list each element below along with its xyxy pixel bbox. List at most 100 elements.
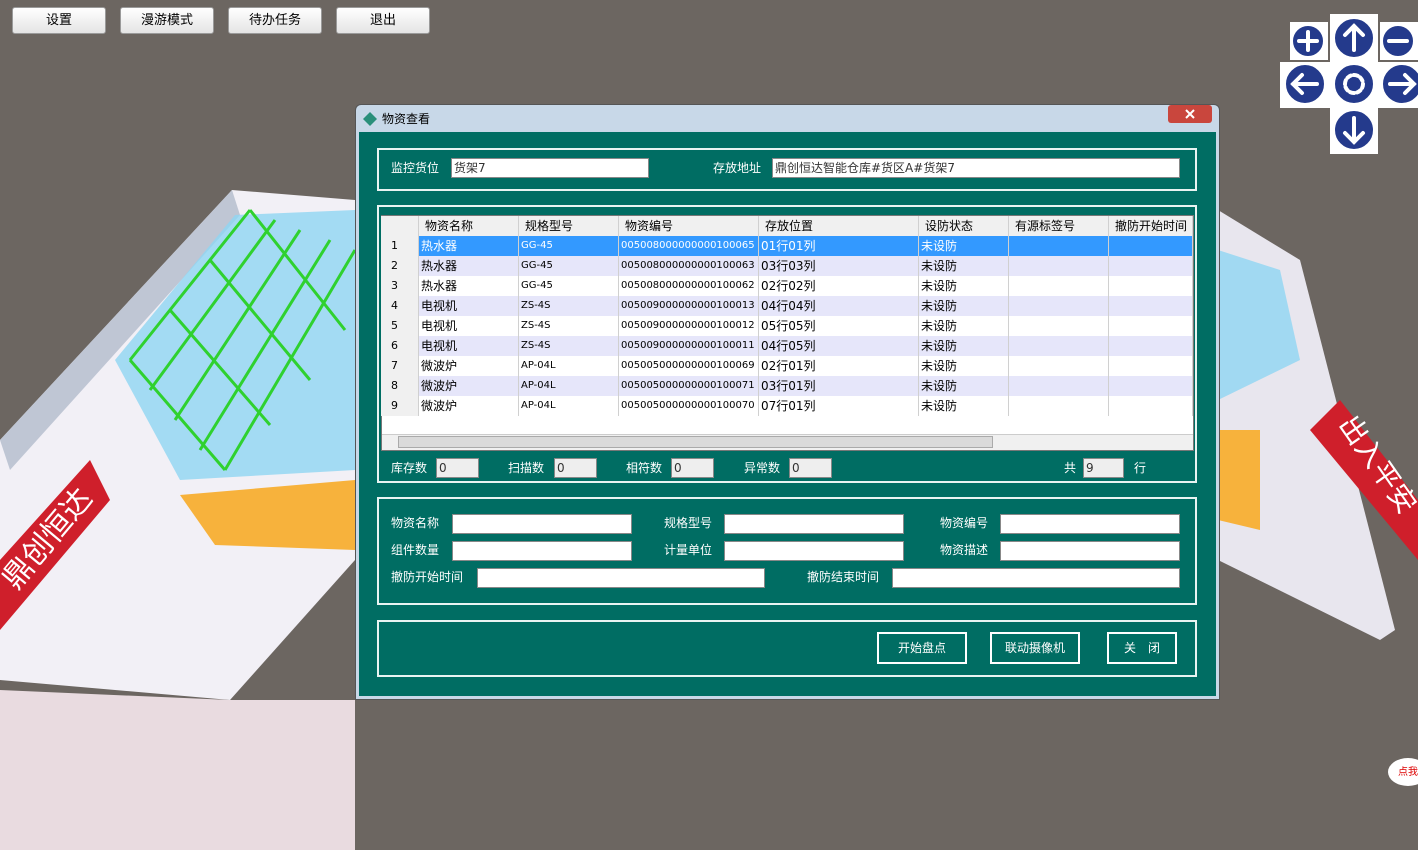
stat-value: 0 (789, 458, 832, 478)
table-cell: ZS-4S (519, 316, 619, 336)
row-number: 4 (381, 296, 419, 316)
toolbar-button[interactable]: 设置 (12, 7, 106, 34)
column-header[interactable]: 撤防开始时间 (1109, 216, 1193, 236)
table-cell: 02行02列 (759, 276, 919, 296)
field-value: 货架7 (451, 158, 649, 178)
nav-pad (1280, 14, 1418, 154)
h-scroll-thumb[interactable] (398, 436, 993, 448)
table-cell: GG-45 (519, 256, 619, 276)
racks (128, 209, 357, 471)
total-prefix: 共 (1064, 461, 1077, 475)
table-row[interactable] (419, 396, 1193, 416)
row-number: 5 (381, 316, 419, 336)
detail-label: 计量单位 (664, 543, 713, 557)
row-number: 8 (381, 376, 419, 396)
dialog-title: 物资查看 (382, 112, 431, 126)
table-cell: 未设防 (919, 356, 1009, 376)
table-cell: 005009000000000100011 (619, 336, 759, 356)
table-cell: 04行05列 (759, 336, 919, 356)
stat-label: 异常数 (744, 461, 781, 475)
table-cell-empty (1109, 396, 1193, 416)
table-cell: AP-04L (519, 356, 619, 376)
toolbar-button[interactable]: 待办任务 (228, 7, 322, 34)
detail-input[interactable] (1000, 541, 1180, 561)
rotate[interactable] (1333, 63, 1375, 105)
table-cell: ZS-4S (519, 336, 619, 356)
detail-label: 规格型号 (664, 516, 713, 530)
detail-input[interactable] (1000, 514, 1180, 534)
detail-input[interactable] (724, 541, 904, 561)
table-cell-empty (1109, 296, 1193, 316)
column-header[interactable]: 存放位置 (759, 216, 919, 236)
stat-value: 0 (671, 458, 714, 478)
table-cell-empty (1009, 256, 1109, 276)
detail-label: 撤防开始时间 (391, 570, 464, 584)
table-cell: 07行01列 (759, 396, 919, 416)
table-cell-empty (1109, 276, 1193, 296)
detail-input[interactable] (452, 514, 632, 534)
table-cell: 微波炉 (419, 396, 519, 416)
detail-input[interactable] (452, 541, 632, 561)
hint-bubble[interactable] (1388, 758, 1418, 786)
table-cell: 热水器 (419, 236, 519, 256)
stat-label: 扫描数 (508, 461, 545, 475)
table-row[interactable] (419, 296, 1193, 316)
table-cell: 03行03列 (759, 256, 919, 276)
detail-input[interactable] (724, 514, 904, 534)
table-cell: 未设防 (919, 336, 1009, 356)
dialog-icon (363, 112, 377, 126)
hint-text[interactable]: 点我 (1398, 766, 1418, 778)
close-button[interactable] (1168, 105, 1212, 123)
right-banner-bg (1310, 400, 1418, 560)
action-button[interactable]: 开始盘点 (877, 632, 967, 664)
action-button[interactable]: 联动摄像机 (990, 632, 1080, 664)
table-cell: AP-04L (519, 376, 619, 396)
table-cell: 未设防 (919, 256, 1009, 276)
column-header[interactable]: 设防状态 (919, 216, 1009, 236)
row-number: 9 (381, 396, 419, 416)
table-row[interactable] (419, 316, 1193, 336)
table-cell-empty (1009, 336, 1109, 356)
action-button[interactable]: 关 闭 (1107, 632, 1177, 664)
wall-top (0, 190, 240, 470)
table-cell: 01行01列 (759, 236, 919, 256)
table-cell: ZS-4S (519, 296, 619, 316)
table-cell: AP-04L (519, 396, 619, 416)
table-cell: 微波炉 (419, 356, 519, 376)
button-panel (377, 620, 1197, 677)
total-value: 9 (1083, 458, 1124, 478)
row-number: 2 (381, 256, 419, 276)
table-cell: 未设防 (919, 276, 1009, 296)
table-cell: 电视机 (419, 296, 519, 316)
table-cell-empty (1109, 236, 1193, 256)
table-cell-empty (1009, 276, 1109, 296)
table-cell: 热水器 (419, 256, 519, 276)
table-row[interactable] (419, 376, 1193, 396)
table-row[interactable] (419, 256, 1193, 276)
table-cell: 热水器 (419, 276, 519, 296)
column-header[interactable]: 物资编号 (619, 216, 759, 236)
table-cell: 005008000000000100062 (619, 276, 759, 296)
toolbar-button[interactable]: 漫游模式 (120, 7, 214, 34)
column-header[interactable]: 规格型号 (519, 216, 619, 236)
column-header[interactable]: 物资名称 (419, 216, 519, 236)
toolbar-button[interactable]: 退出 (336, 7, 430, 34)
table-cell: 005008000000000100063 (619, 256, 759, 276)
table-cell: 未设防 (919, 396, 1009, 416)
table-cell-empty (1009, 236, 1109, 256)
table-cell: 005005000000000100069 (619, 356, 759, 376)
column-header[interactable]: 有源标签号 (1009, 216, 1109, 236)
field-label: 监控货位 (391, 161, 440, 175)
table-row[interactable] (419, 336, 1193, 356)
table-cell-empty (1009, 316, 1109, 336)
table-row[interactable] (419, 276, 1193, 296)
table-row[interactable] (419, 236, 1193, 256)
table-cell: 03行01列 (759, 376, 919, 396)
floor (0, 690, 355, 850)
table-row[interactable] (419, 356, 1193, 376)
detail-input[interactable] (477, 568, 765, 588)
table-cell: 005005000000000100071 (619, 376, 759, 396)
table-cell: 005009000000000100013 (619, 296, 759, 316)
detail-input[interactable] (892, 568, 1180, 588)
